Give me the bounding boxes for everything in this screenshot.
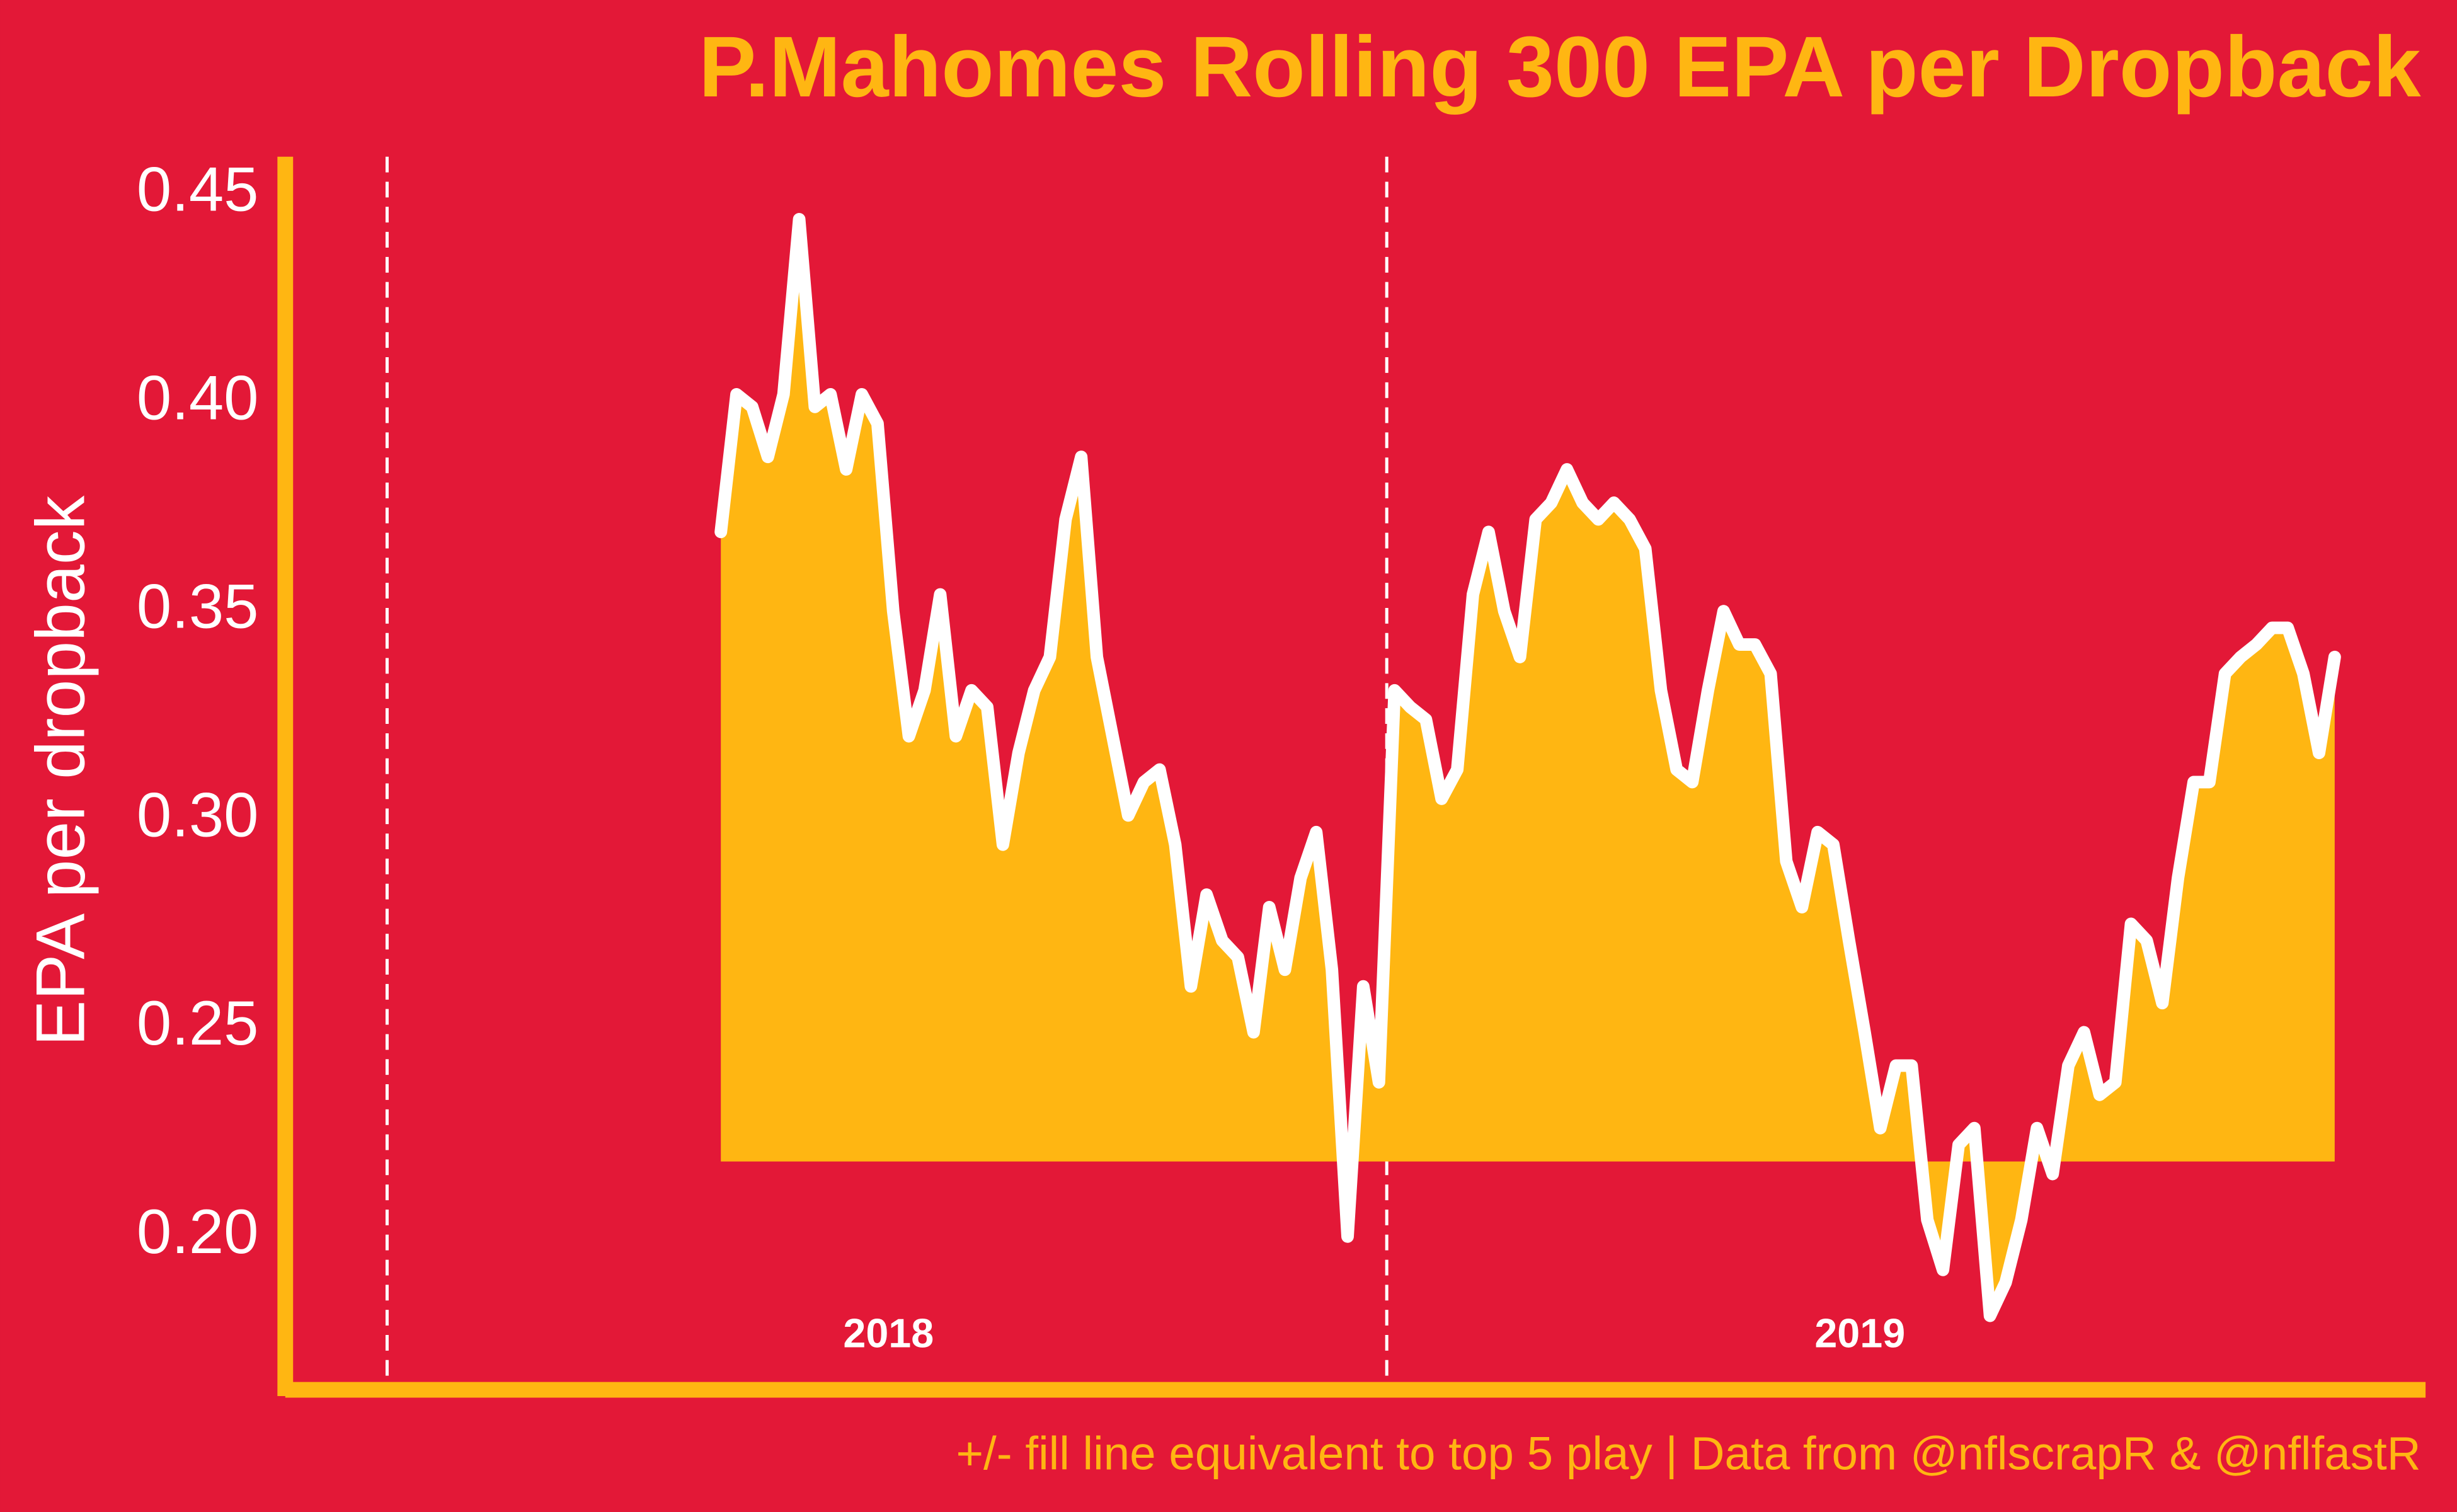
y-tick-label: 0.25 bbox=[137, 988, 259, 1058]
season-label: 2018 bbox=[843, 1310, 934, 1356]
chart-title: P.Mahomes Rolling 300 EPA per Dropback bbox=[699, 18, 2422, 115]
y-tick-label: 0.30 bbox=[137, 780, 259, 850]
y-tick-label: 0.40 bbox=[137, 363, 259, 433]
caption: +/- fill line equivalent to top 5 play |… bbox=[956, 1427, 2420, 1480]
y-tick-label: 0.20 bbox=[137, 1197, 259, 1267]
y-axis-label: EPA per dropback bbox=[23, 495, 100, 1046]
y-tick-label: 0.45 bbox=[137, 155, 259, 225]
season-label: 2019 bbox=[1814, 1310, 1905, 1356]
y-tick-label: 0.35 bbox=[137, 571, 259, 641]
area-fill bbox=[721, 219, 2335, 1316]
line bbox=[714, 213, 2341, 1322]
